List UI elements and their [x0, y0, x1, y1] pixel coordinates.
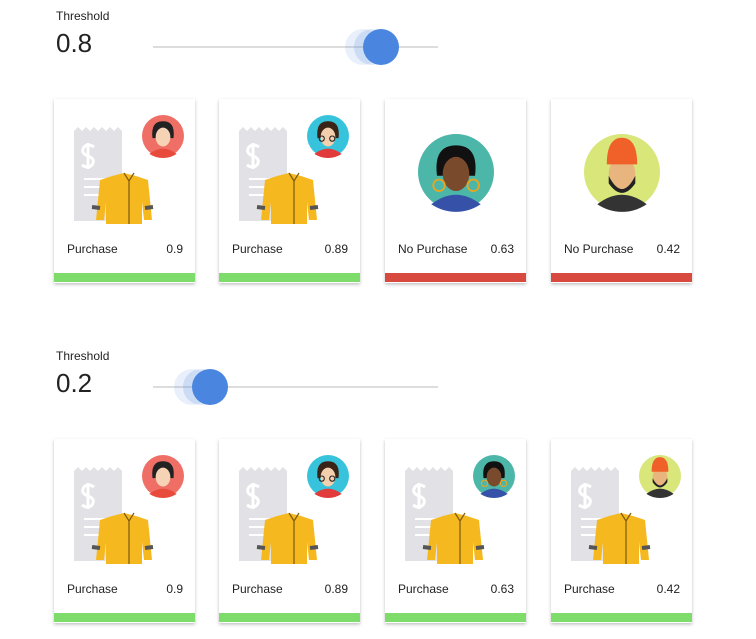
avatar-glasses	[318, 135, 336, 142]
avatar	[639, 455, 681, 499]
avatar-face	[652, 467, 668, 487]
avatar-shirt	[597, 194, 647, 212]
avatar-earrings	[480, 479, 508, 488]
avatar-face	[320, 127, 336, 147]
card-label: No Purchase	[398, 242, 468, 256]
threshold-value: 0.8	[56, 28, 92, 58]
avatar-shirt	[314, 148, 342, 159]
card-status	[551, 273, 692, 282]
avatar	[473, 455, 515, 499]
card-label: Purchase	[67, 582, 118, 596]
card-status	[54, 273, 195, 282]
avatar-face	[486, 467, 502, 487]
card-label: Purchase	[232, 242, 283, 256]
card: No Purchase 0.42	[551, 99, 692, 283]
avatar	[142, 455, 184, 499]
slider-knob[interactable]	[363, 29, 399, 65]
card: Purchase 0.89	[219, 439, 360, 623]
card-status	[385, 273, 526, 282]
card-score: 0.63	[491, 242, 515, 256]
avatar	[142, 115, 184, 159]
avatar-shirt	[149, 488, 177, 499]
card-status	[54, 613, 195, 622]
threshold-label: Threshold	[56, 9, 109, 23]
card-status	[219, 273, 360, 282]
avatar	[307, 115, 349, 159]
card-label: No Purchase	[564, 242, 634, 256]
avatar	[584, 134, 660, 212]
card-score: 0.89	[325, 242, 349, 256]
avatar-hat	[606, 137, 638, 165]
avatar-face	[608, 156, 636, 191]
card: Purchase 0.63	[385, 439, 526, 623]
card: No Purchase 0.63	[385, 99, 526, 283]
card-score: 0.9	[166, 242, 183, 256]
avatar-shirt	[314, 488, 342, 499]
card-score: 0.89	[325, 582, 349, 596]
avatar-shirt	[431, 194, 481, 212]
card-score: 0.63	[491, 582, 515, 596]
card: Purchase 0.9	[54, 439, 195, 623]
threshold-value: 0.2	[56, 368, 92, 398]
card-label: Purchase	[232, 582, 283, 596]
avatar-face	[320, 467, 336, 487]
card-score: 0.9	[166, 582, 183, 596]
avatar-beard	[608, 175, 636, 193]
card-score: 0.42	[657, 582, 681, 596]
avatar-shirt	[646, 488, 674, 499]
avatar-beard	[652, 478, 668, 488]
avatar-shirt	[149, 148, 177, 159]
avatar-face	[155, 467, 171, 487]
card: Purchase 0.89	[219, 99, 360, 283]
avatar	[307, 455, 349, 499]
avatar-hat	[651, 457, 669, 472]
avatar-face	[442, 156, 470, 191]
card-label: Purchase	[67, 242, 118, 256]
card-status	[551, 613, 692, 622]
card-status	[219, 613, 360, 622]
card: Purchase 0.42	[551, 439, 692, 623]
card: Purchase 0.9	[54, 99, 195, 283]
avatar-earrings	[432, 178, 480, 192]
avatar	[418, 134, 494, 212]
card-label: Purchase	[564, 582, 615, 596]
threshold-label: Threshold	[56, 349, 109, 363]
avatar-shirt	[480, 488, 508, 499]
slider-knob[interactable]	[192, 369, 228, 405]
avatar-face	[155, 127, 171, 147]
card-score: 0.42	[657, 242, 681, 256]
card-label: Purchase	[398, 582, 449, 596]
card-status	[385, 613, 526, 622]
avatar-glasses	[318, 475, 336, 482]
